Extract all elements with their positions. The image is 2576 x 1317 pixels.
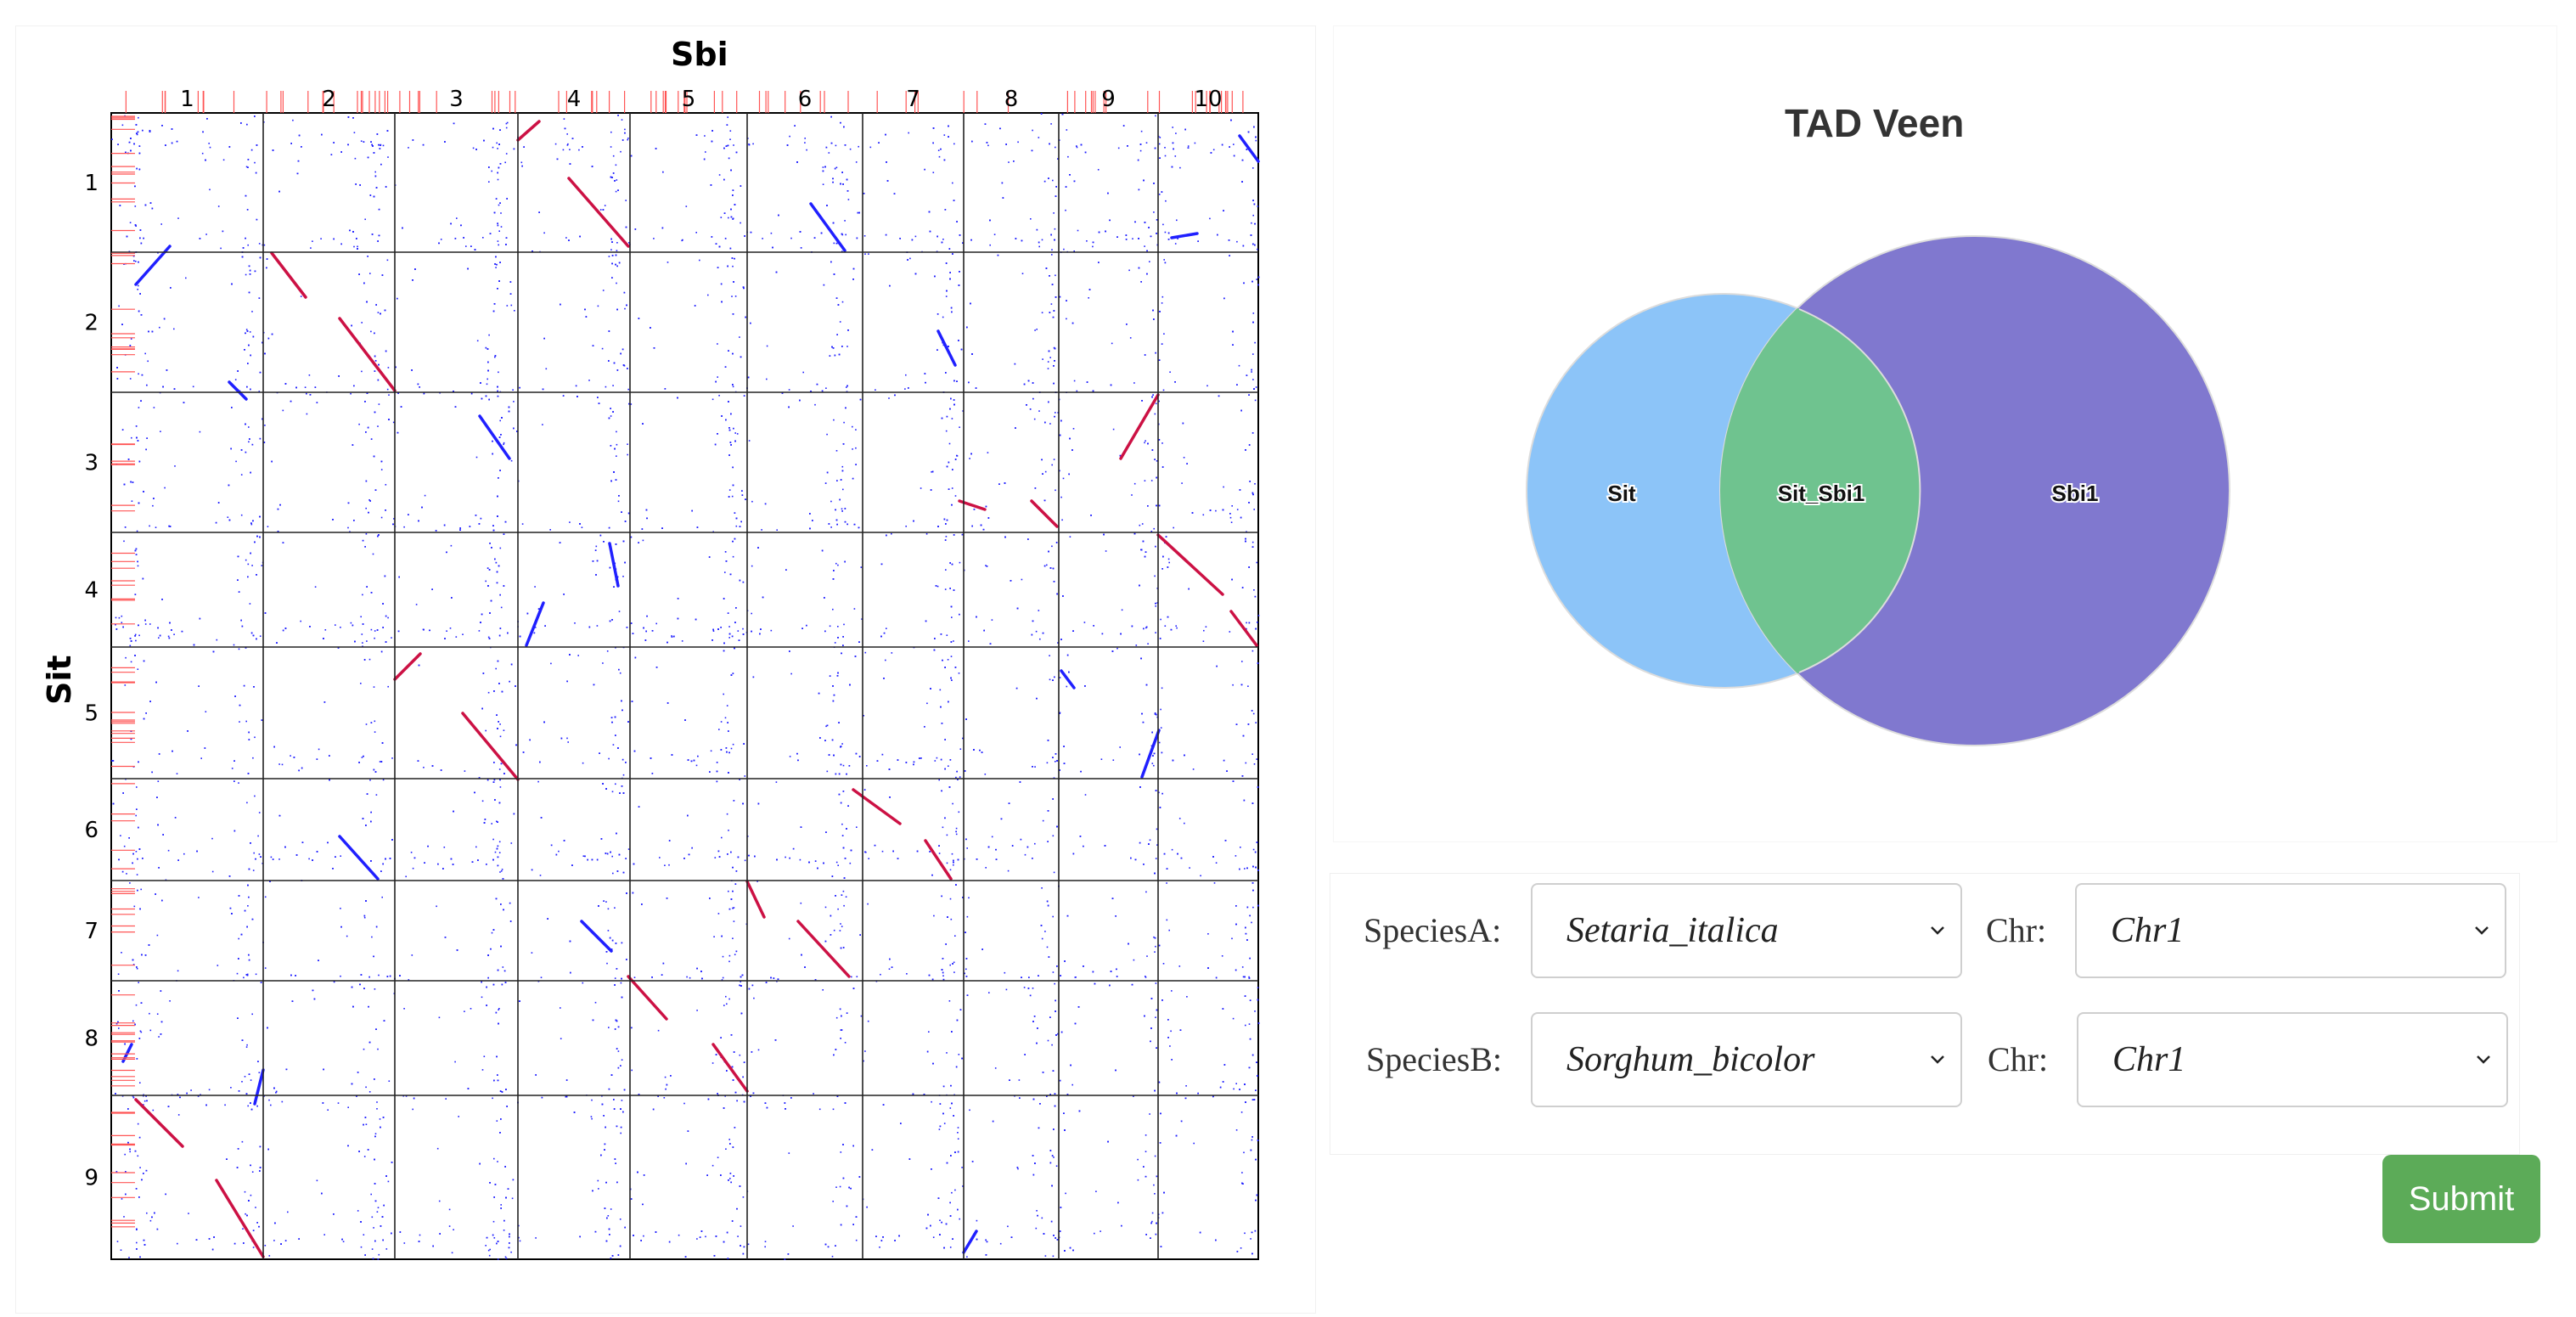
venn-title: TAD Veen [1785, 101, 1965, 145]
venn-label-sit: Sit [1607, 481, 1636, 506]
species-b-value: Sorghum_bicolor [1566, 1040, 1815, 1079]
x-tick-label: 1 [180, 87, 194, 112]
y-tick-label: 2 [84, 311, 98, 336]
venn-label-sbi1: Sbi1 [2052, 481, 2099, 506]
species-a-label: SpeciesA: [1364, 911, 1502, 949]
chr-b-value: Chr1 [2112, 1040, 2186, 1079]
y-tick-label: 7 [84, 919, 98, 944]
dotplot-grid [111, 113, 1258, 1259]
species-a-value: Setaria_italica [1566, 911, 1779, 950]
venn-overlap-sit-sbi1[interactable] [1720, 236, 2230, 746]
x-tick-label: 4 [567, 87, 582, 112]
species-b-label: SpeciesB: [1366, 1040, 1502, 1078]
dotplot-synteny-lines [121, 120, 1260, 1258]
chevron-down-icon [2475, 926, 2489, 935]
x-tick-label: 9 [1101, 87, 1116, 112]
chr-a-label: Chr: [1986, 911, 2047, 949]
x-tick-label: 10 [1194, 87, 1222, 112]
y-tick-label: 5 [84, 701, 98, 727]
chevron-down-icon [1931, 1055, 1944, 1064]
x-tick-label: 2 [322, 87, 336, 112]
chevron-down-icon [1931, 926, 1944, 935]
chr-b-label: Chr: [1988, 1040, 2049, 1078]
y-tick-label: 9 [84, 1166, 98, 1191]
y-tick-label: 6 [84, 818, 98, 843]
venn-diagram: Sit Sit_Sbi1 Sbi1 [1526, 235, 2230, 746]
x-tick-label: 7 [906, 87, 920, 112]
dotplot-svg: 1 2 3 4 5 6 7 8 9 10 1 2 3 4 5 6 7 8 9 [84, 87, 1260, 1260]
x-tick-label: 8 [1004, 87, 1019, 112]
dotplot-points [111, 113, 1260, 1260]
x-tick-label: 6 [798, 87, 813, 112]
y-tick-label: 4 [84, 578, 98, 604]
chr-b-select[interactable]: Chr1 [2077, 1012, 2508, 1107]
y-tick-label: 1 [84, 171, 98, 196]
tad-boundary-marks [111, 91, 1244, 1228]
chevron-down-icon [2477, 1055, 2490, 1064]
submit-button[interactable]: Submit [2382, 1155, 2540, 1243]
chr-a-value: Chr1 [2111, 911, 2185, 950]
y-tick-label: 3 [84, 451, 98, 476]
x-tick-label: 3 [449, 87, 464, 112]
y-tick-label: 8 [84, 1027, 98, 1052]
species-a-select[interactable]: Setaria_italica [1531, 883, 1962, 978]
species-b-select[interactable]: Sorghum_bicolor [1531, 1012, 1962, 1107]
chr-a-select[interactable]: Chr1 [2075, 883, 2506, 978]
x-tick-label: 5 [682, 87, 696, 112]
venn-label-overlap: Sit_Sbi1 [1778, 481, 1865, 506]
dotplot-x-title: Sbi [671, 36, 728, 73]
